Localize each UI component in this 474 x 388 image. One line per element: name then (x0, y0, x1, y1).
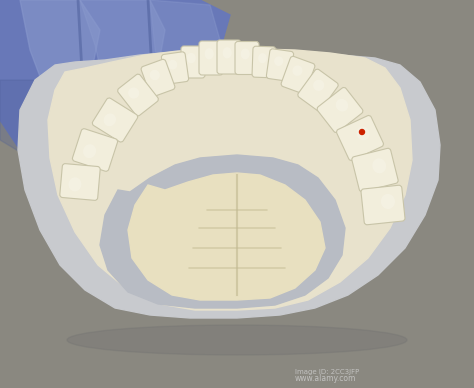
Ellipse shape (356, 126, 370, 140)
FancyBboxPatch shape (352, 148, 398, 192)
Polygon shape (20, 0, 100, 100)
Polygon shape (0, 0, 230, 178)
Ellipse shape (150, 70, 160, 80)
Ellipse shape (336, 99, 348, 111)
FancyBboxPatch shape (361, 185, 405, 225)
Polygon shape (80, 0, 165, 105)
Ellipse shape (83, 144, 96, 158)
Polygon shape (128, 173, 325, 300)
FancyBboxPatch shape (217, 40, 241, 74)
FancyBboxPatch shape (60, 164, 100, 200)
Ellipse shape (381, 194, 395, 209)
FancyBboxPatch shape (317, 87, 363, 133)
FancyBboxPatch shape (266, 49, 293, 81)
Text: www.alamy.com: www.alamy.com (295, 374, 356, 383)
Ellipse shape (128, 87, 139, 99)
FancyBboxPatch shape (73, 129, 118, 171)
FancyBboxPatch shape (118, 74, 158, 116)
Polygon shape (100, 155, 345, 308)
FancyBboxPatch shape (161, 52, 189, 84)
Ellipse shape (104, 113, 116, 126)
FancyBboxPatch shape (298, 69, 338, 111)
Ellipse shape (223, 47, 232, 59)
Ellipse shape (168, 60, 177, 69)
Ellipse shape (292, 66, 302, 76)
FancyBboxPatch shape (92, 98, 138, 142)
Polygon shape (0, 80, 175, 178)
FancyBboxPatch shape (199, 41, 223, 75)
Ellipse shape (205, 48, 214, 59)
FancyBboxPatch shape (141, 59, 175, 97)
Ellipse shape (373, 158, 386, 173)
Polygon shape (48, 49, 412, 310)
Polygon shape (150, 0, 220, 108)
FancyBboxPatch shape (252, 46, 276, 78)
FancyBboxPatch shape (181, 46, 205, 78)
Ellipse shape (241, 48, 250, 59)
FancyBboxPatch shape (337, 115, 383, 161)
Ellipse shape (67, 325, 407, 355)
Polygon shape (18, 50, 440, 318)
Ellipse shape (258, 53, 267, 63)
Text: Image ID: 2CC3JFP: Image ID: 2CC3JFP (295, 369, 359, 375)
Circle shape (359, 130, 365, 135)
FancyBboxPatch shape (235, 42, 259, 74)
Polygon shape (0, 0, 180, 170)
Ellipse shape (274, 56, 283, 66)
Ellipse shape (69, 177, 82, 191)
FancyBboxPatch shape (281, 56, 315, 94)
Ellipse shape (313, 80, 324, 91)
Ellipse shape (187, 53, 196, 63)
